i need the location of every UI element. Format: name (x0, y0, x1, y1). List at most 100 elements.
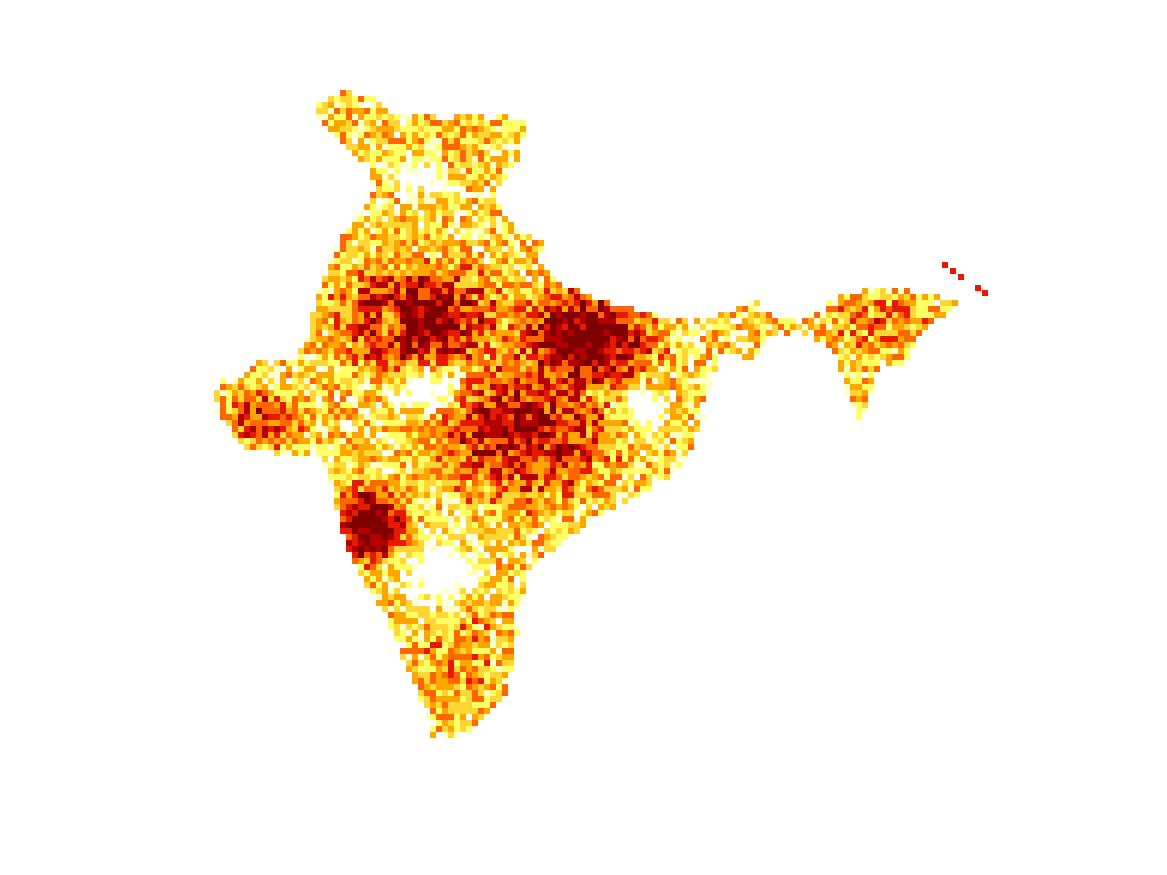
raster-cell (514, 228, 520, 234)
raster-cell (496, 498, 502, 504)
raster-cell (424, 480, 430, 486)
raster-cell (688, 438, 694, 444)
raster-cell (586, 432, 592, 438)
raster-cell (532, 486, 538, 492)
raster-cell (406, 300, 412, 306)
raster-cell (496, 372, 502, 378)
raster-cell (862, 408, 868, 414)
raster-cell (544, 468, 550, 474)
raster-cell (616, 336, 622, 342)
raster-cell (556, 384, 562, 390)
raster-cell (526, 486, 532, 492)
raster-cell (496, 240, 502, 246)
raster-cell (688, 408, 694, 414)
raster-cell (472, 516, 478, 522)
raster-cell (550, 492, 556, 498)
raster-cell (652, 378, 658, 384)
raster-cell (538, 510, 544, 516)
raster-cell (538, 534, 544, 540)
raster-cell (484, 282, 490, 288)
raster-cell (418, 528, 424, 534)
raster-cell (652, 330, 658, 336)
raster-cell (358, 294, 364, 300)
raster-cell (382, 498, 388, 504)
raster-cell (406, 348, 412, 354)
raster-cell (484, 366, 490, 372)
raster-cell (412, 162, 418, 168)
raster-cell (520, 276, 526, 282)
raster-cell (520, 420, 526, 426)
raster-cell (502, 486, 508, 492)
raster-cell (376, 276, 382, 282)
raster-cell (520, 456, 526, 462)
raster-cell (592, 312, 598, 318)
raster-cell (388, 450, 394, 456)
raster-cell (376, 240, 382, 246)
raster-cell (394, 534, 400, 540)
raster-cell (538, 348, 544, 354)
raster-cell (370, 432, 376, 438)
raster-cell (460, 318, 466, 324)
raster-cell (400, 342, 406, 348)
raster-cell (478, 600, 484, 606)
raster-cell (490, 618, 496, 624)
raster-cell (850, 330, 856, 336)
raster-cell (382, 588, 388, 594)
raster-cell (400, 564, 406, 570)
raster-cell (586, 390, 592, 396)
raster-cell (676, 462, 682, 468)
raster-cell (322, 348, 328, 354)
raster-cell (442, 252, 448, 258)
raster-cell (942, 262, 948, 268)
raster-cell (520, 360, 526, 366)
raster-cell (346, 234, 352, 240)
raster-cell (562, 306, 568, 312)
raster-cell (586, 414, 592, 420)
raster-cell (538, 288, 544, 294)
raster-cell (460, 162, 466, 168)
raster-cell (376, 372, 382, 378)
raster-cell (880, 300, 886, 306)
raster-cell (562, 390, 568, 396)
raster-cell (220, 384, 226, 390)
raster-cell (430, 276, 436, 282)
raster-cell (730, 330, 736, 336)
raster-cell (472, 714, 478, 720)
raster-cell (508, 384, 514, 390)
raster-cell (358, 312, 364, 318)
raster-cell (442, 630, 448, 636)
raster-cell (436, 486, 442, 492)
raster-cell (370, 168, 376, 174)
raster-cell (664, 456, 670, 462)
raster-cell (364, 282, 370, 288)
raster-cell (610, 366, 616, 372)
raster-cell (880, 318, 886, 324)
raster-cell (436, 336, 442, 342)
raster-cell (370, 504, 376, 510)
raster-cell (616, 408, 622, 414)
raster-cell (610, 468, 616, 474)
raster-cell (364, 258, 370, 264)
raster-cell (532, 462, 538, 468)
raster-cell (478, 396, 484, 402)
raster-cell (370, 336, 376, 342)
raster-cell (874, 294, 880, 300)
raster-cell (334, 354, 340, 360)
raster-cell (580, 456, 586, 462)
raster-cell (514, 354, 520, 360)
raster-cell (802, 330, 808, 336)
raster-cell (322, 354, 328, 360)
raster-cell (448, 204, 454, 210)
raster-cell (376, 132, 382, 138)
raster-cell (502, 462, 508, 468)
raster-cell (502, 366, 508, 372)
raster-cell (634, 324, 640, 330)
raster-cell (490, 690, 496, 696)
raster-cell (268, 402, 274, 408)
raster-cell (436, 414, 442, 420)
raster-cell (238, 432, 244, 438)
raster-cell (562, 516, 568, 522)
raster-cell (388, 258, 394, 264)
raster-cell (298, 402, 304, 408)
raster-cell (490, 426, 496, 432)
